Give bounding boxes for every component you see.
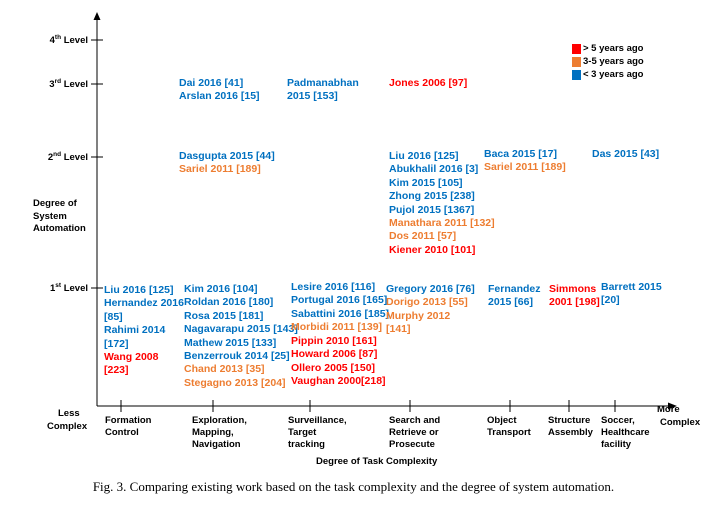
citation-line: Lesire 2016 [116] bbox=[291, 281, 376, 293]
citation-line: Mathew 2015 [133] bbox=[184, 336, 277, 349]
citation-line: Chand 2013 [35] bbox=[184, 363, 265, 376]
citation-line: Fernandez bbox=[488, 283, 541, 295]
citation-line: [141] bbox=[386, 323, 411, 335]
citation-line: Ollero 2005 [150] bbox=[291, 361, 376, 374]
cell-level2-soccer: Das 2015 [43] bbox=[592, 148, 659, 161]
legend-swatch bbox=[572, 57, 581, 67]
citation-line: [20] bbox=[601, 294, 620, 307]
citation-line: Kim 2016 [104] bbox=[184, 283, 258, 295]
x-category-exploration: Exploration, Mapping, Navigation bbox=[192, 415, 247, 450]
cell-level2-search: Liu 2016 [125] Abukhalil 2016 [3] Kim 2015… bbox=[389, 150, 495, 257]
cell-level3-exploration: Dai 2016 [41] Arslan 2016 [15] bbox=[179, 77, 260, 104]
citation-line: Sariel 2011 [189] bbox=[179, 163, 261, 176]
citation-line: Dasgupta 2015 [44] bbox=[179, 150, 275, 162]
citation-line: Stegagno 2013 [204] bbox=[184, 376, 286, 389]
cell-level1-search: Gregory 2016 [76] Dorigo 2013 [55] Murphy … bbox=[386, 283, 475, 323]
cell-level2-transport: Baca 2015 [17] Sariel 2011 [189] bbox=[484, 148, 566, 175]
citation-line: Hernandez 2016 bbox=[104, 297, 184, 310]
citation-line: Gregory 2016 [76] bbox=[386, 283, 475, 295]
x-axis-arrowhead bbox=[668, 402, 677, 410]
cell-level1-formation: Liu 2016 [125] Hernandez 2016 [85] Rahimi 2… bbox=[104, 284, 184, 378]
citation-line: 2015 [153] bbox=[287, 90, 338, 103]
less-complex-label: Less Complex bbox=[47, 408, 88, 432]
citation-line: Pujol 2015 [1367] bbox=[389, 203, 475, 216]
x-category-object-transport: Object Transport bbox=[487, 415, 531, 438]
cell-level3-search: Jones 2006 [97] bbox=[389, 77, 467, 90]
cell-level1-soccer: Barrett 2015 [20] bbox=[601, 281, 662, 308]
citation-line: Sabattini 2016 [185] bbox=[291, 307, 390, 320]
figure: 4th Level 3rd Level 2nd Level 1st Level … bbox=[33, 12, 701, 467]
legend-label: < 3 years ago bbox=[583, 69, 644, 80]
cell-level3-surveillance: Padmanabhan 2015 [153] bbox=[287, 77, 359, 104]
citation-line: Sariel 2011 [189] bbox=[484, 161, 566, 174]
cell-level1-transport: Fernandez 2015 [66] bbox=[488, 283, 541, 310]
citation-line: 2001 [198] bbox=[549, 296, 600, 309]
citation-line: Rosa 2015 [181] bbox=[184, 309, 264, 322]
y-axis-title: Degree of System Automation bbox=[33, 198, 86, 234]
more-complex-label: More Complex bbox=[657, 404, 701, 428]
citation-line: Benzerrouk 2014 [25] bbox=[184, 350, 290, 363]
citation-line: Dai 2016 [41] bbox=[179, 77, 244, 89]
level-3-label: 3rd Level bbox=[49, 78, 88, 91]
citation-line: Liu 2016 [125] bbox=[104, 284, 174, 296]
legend-swatch bbox=[572, 70, 581, 80]
x-axis-title: Degree of Task Complexity bbox=[316, 456, 438, 467]
cell-level1-surveillance-morbidi: Morbidi 2011 [139] bbox=[291, 321, 382, 334]
x-category-structure-assembly: Structure Assembly bbox=[548, 415, 593, 438]
citation-line: Zhong 2015 [238] bbox=[389, 190, 475, 203]
citation-line: Dorigo 2013 [55] bbox=[386, 296, 468, 309]
citation-line: 2015 [66] bbox=[488, 296, 533, 309]
citation-line: Wang 2008 bbox=[104, 351, 159, 364]
citation-line: Padmanabhan bbox=[287, 77, 359, 89]
figure-caption: Fig. 3. Comparing existing work based on… bbox=[92, 479, 615, 494]
citation-line: Das 2015 [43] bbox=[592, 148, 660, 160]
citation-line: Pippin 2010 [161] bbox=[291, 335, 377, 347]
citation-line: Vaughan 2000[218] bbox=[291, 375, 386, 388]
citation-line: Roldan 2016 [180] bbox=[184, 296, 274, 309]
citation-line: Liu 2016 [125] bbox=[389, 150, 459, 162]
cell-level1-structure: Simmons 2001 [198] bbox=[549, 283, 600, 310]
citation-line: Portugal 2016 [165] bbox=[291, 294, 388, 307]
citation-line: Murphy 2012 bbox=[386, 309, 451, 322]
cell-level1-exploration: Kim 2016 [104] Roldan 2016 [180] Rosa 2015… bbox=[184, 283, 298, 390]
cell-level1-search-ref: [141] bbox=[386, 323, 411, 336]
cell-level1-surveillance-top: Lesire 2016 [116] Portugal 2016 [165] Saba… bbox=[291, 281, 389, 321]
level-2-label: 2nd Level bbox=[47, 151, 88, 164]
y-axis-arrowhead bbox=[93, 12, 101, 20]
citation-line: Simmons bbox=[549, 283, 597, 295]
citation-line: Dos 2011 [57] bbox=[389, 230, 457, 243]
legend-label: > 5 years ago bbox=[583, 43, 644, 54]
x-category-soccer-healthcare: Soccer, Healthcare facility bbox=[601, 415, 650, 450]
legend-label: 3-5 years ago bbox=[583, 56, 644, 67]
legend-swatch bbox=[572, 44, 581, 54]
citation-line: [172] bbox=[104, 337, 129, 350]
citation-line: Nagavarapu 2015 [143] bbox=[184, 323, 298, 336]
citation-line: Kiener 2010 [101] bbox=[389, 243, 476, 256]
citation-line: [223] bbox=[104, 364, 129, 377]
cell-level1-surveillance-bottom: Pippin 2010 [161] Howard 2006 [87] Ollero … bbox=[291, 335, 386, 389]
citation-line: Baca 2015 [17] bbox=[484, 148, 557, 160]
citation-line: [85] bbox=[104, 310, 123, 323]
x-category-surveillance: Surveillance, Target tracking bbox=[288, 415, 347, 450]
cell-level2-exploration: Dasgupta 2015 [44] Sariel 2011 [189] bbox=[179, 150, 275, 177]
citation-line: Rahimi 2014 bbox=[104, 324, 166, 337]
citation-line: Arslan 2016 [15] bbox=[179, 90, 260, 103]
citation-line: Manathara 2011 [132] bbox=[389, 217, 495, 230]
citation-line: Morbidi 2011 [139] bbox=[291, 321, 383, 333]
citation-line: Howard 2006 [87] bbox=[291, 348, 378, 361]
citation-line: Barrett 2015 bbox=[601, 281, 662, 293]
x-category-formation-control: Formation Control bbox=[105, 415, 152, 438]
citation-line: Kim 2015 [105] bbox=[389, 176, 463, 189]
level-4-label: 4th Level bbox=[49, 34, 88, 47]
citation-line: Abukhalil 2016 [3] bbox=[389, 163, 479, 176]
level-1-label: 1st Level bbox=[49, 282, 88, 295]
citation-line: Jones 2006 [97] bbox=[389, 77, 468, 89]
axes bbox=[91, 12, 677, 412]
x-category-search-retrieve: Search and Retrieve or Prosecute bbox=[389, 415, 441, 450]
